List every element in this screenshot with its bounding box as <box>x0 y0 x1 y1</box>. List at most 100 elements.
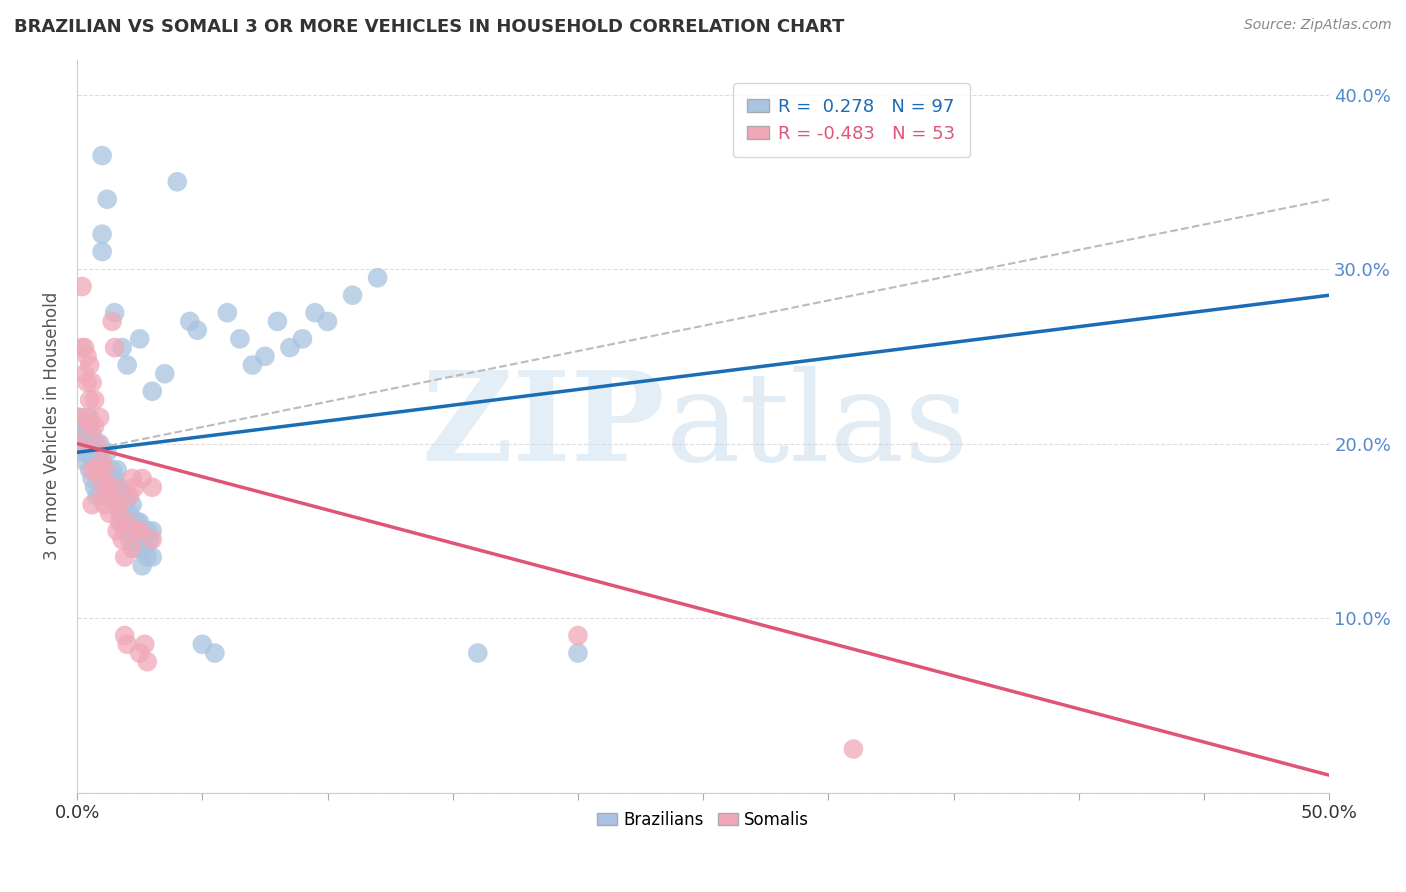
Point <box>304 306 326 320</box>
Point <box>98 471 121 485</box>
Point <box>69 410 91 425</box>
Point <box>121 515 143 529</box>
Point <box>124 480 146 494</box>
Point <box>69 419 91 434</box>
Point <box>91 489 114 503</box>
Point <box>118 489 141 503</box>
Point <box>291 332 314 346</box>
Point <box>136 549 159 564</box>
Point <box>253 349 276 363</box>
Point <box>367 270 389 285</box>
Point <box>86 445 108 459</box>
Point <box>842 742 865 756</box>
Point <box>141 533 163 547</box>
Point <box>108 480 131 494</box>
Point <box>141 549 163 564</box>
Point <box>114 549 136 564</box>
Point <box>316 314 339 328</box>
Point <box>79 419 101 434</box>
Text: atlas: atlas <box>665 366 969 487</box>
Point <box>104 480 127 494</box>
Point <box>121 541 143 556</box>
Point <box>467 646 489 660</box>
Point <box>141 524 163 538</box>
Point <box>342 288 364 302</box>
Point <box>76 410 98 425</box>
Point <box>98 489 121 503</box>
Point <box>89 410 111 425</box>
Point <box>69 410 91 425</box>
Point <box>108 498 131 512</box>
Point <box>111 341 134 355</box>
Point <box>115 358 138 372</box>
Point <box>128 646 150 660</box>
Point <box>105 480 128 494</box>
Point <box>76 445 98 459</box>
Point <box>134 637 156 651</box>
Point <box>108 507 131 521</box>
Point <box>104 341 127 355</box>
Point <box>131 533 153 547</box>
Point <box>131 471 153 485</box>
Point <box>153 367 176 381</box>
Point <box>121 471 143 485</box>
Point <box>166 175 188 189</box>
Point <box>76 349 98 363</box>
Point <box>69 428 91 442</box>
Point <box>86 436 108 450</box>
Point <box>70 279 93 293</box>
Point <box>98 507 121 521</box>
Point <box>89 471 111 485</box>
Point <box>101 314 124 328</box>
Point <box>127 515 149 529</box>
Point <box>115 637 138 651</box>
Point <box>83 436 105 450</box>
Point <box>79 463 101 477</box>
Point <box>82 463 104 477</box>
Point <box>104 498 127 512</box>
Point <box>104 306 127 320</box>
Point <box>128 541 150 556</box>
Point <box>82 376 104 390</box>
Point <box>91 454 114 468</box>
Point <box>79 358 101 372</box>
Point <box>127 524 149 538</box>
Point <box>118 507 141 521</box>
Point <box>83 392 105 407</box>
Point <box>91 454 114 468</box>
Point <box>115 489 138 503</box>
Point <box>141 384 163 399</box>
Point <box>96 445 118 459</box>
Point <box>96 480 118 494</box>
Point <box>217 306 239 320</box>
Point <box>83 454 105 468</box>
Point <box>138 533 160 547</box>
Point <box>73 367 96 381</box>
Point <box>115 515 138 529</box>
Point <box>114 498 136 512</box>
Point <box>82 445 104 459</box>
Point <box>91 480 114 494</box>
Point <box>70 341 93 355</box>
Point <box>114 524 136 538</box>
Point <box>98 480 121 494</box>
Point <box>93 498 115 512</box>
Point <box>73 341 96 355</box>
Point <box>73 454 96 468</box>
Point <box>73 428 96 442</box>
Point <box>76 376 98 390</box>
Point <box>86 463 108 477</box>
Point <box>124 524 146 538</box>
Point <box>96 192 118 206</box>
Point <box>111 489 134 503</box>
Point <box>93 463 115 477</box>
Text: Source: ZipAtlas.com: Source: ZipAtlas.com <box>1244 18 1392 32</box>
Point <box>567 646 589 660</box>
Point <box>179 314 201 328</box>
Legend: Brazilians, Somalis: Brazilians, Somalis <box>591 805 815 836</box>
Point <box>567 629 589 643</box>
Point <box>96 480 118 494</box>
Point <box>79 392 101 407</box>
Point <box>91 148 114 162</box>
Point <box>76 419 98 434</box>
